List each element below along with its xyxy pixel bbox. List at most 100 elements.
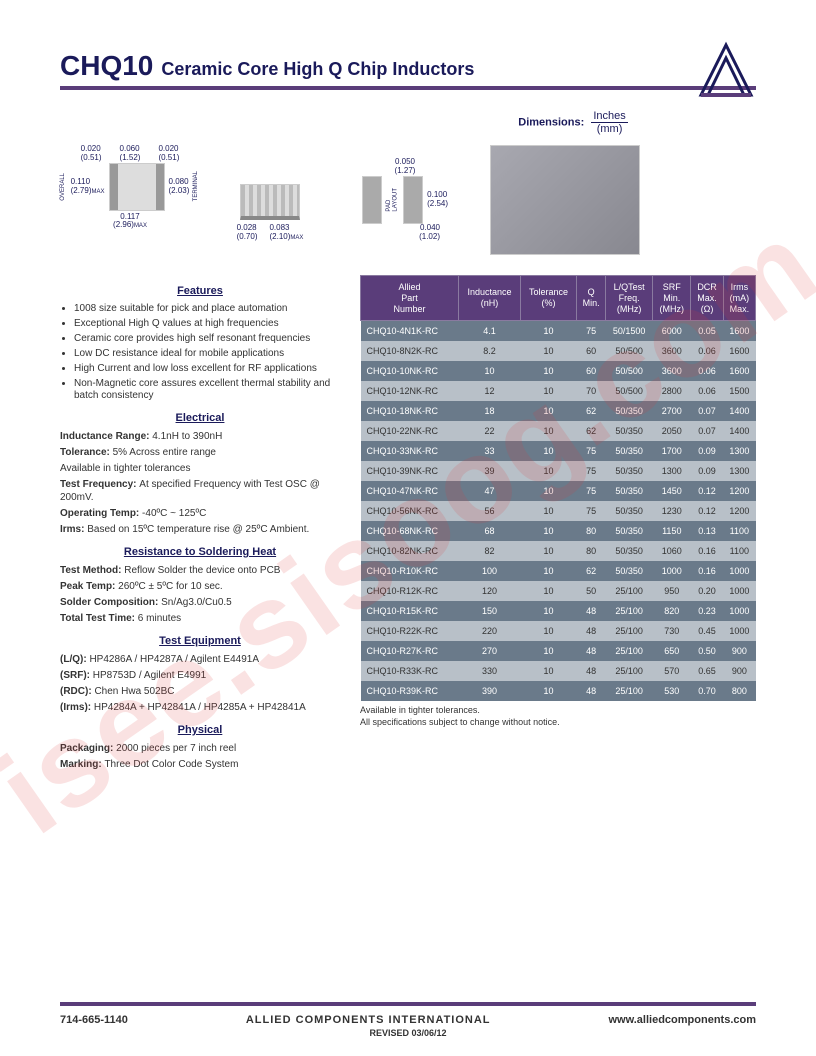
- table-cell: 75: [577, 461, 606, 481]
- table-cell: 0.45: [691, 621, 723, 641]
- table-cell: 50/500: [606, 361, 653, 381]
- soldering-title: Resistance to Soldering Heat: [60, 546, 340, 558]
- table-cell: 330: [458, 661, 520, 681]
- spec-label: Operating Temp:: [60, 508, 142, 519]
- table-row: CHQ10-68NK-RC68108050/35011500.131100: [361, 521, 756, 541]
- spec-value: Reflow Solder the device onto PCB: [124, 565, 280, 576]
- physical-title: Physical: [60, 724, 340, 736]
- dim-label-text: Dimensions:: [518, 116, 584, 128]
- dim-terminal-label: TERMINAL: [193, 171, 200, 201]
- spec-value: Three Dot Color Code System: [104, 759, 238, 770]
- table-cell: 10: [521, 661, 577, 681]
- spec-line: (RDC): Chen Hwa 502BC: [60, 685, 340, 698]
- footer-phone: 714-665-1140: [60, 1014, 128, 1026]
- table-cell: 10: [521, 641, 577, 661]
- electrical-lines: Inductance Range: 4.1nH to 390nHToleranc…: [60, 430, 340, 536]
- table-cell: CHQ10-R12K-RC: [361, 581, 459, 601]
- table-cell: CHQ10-22NK-RC: [361, 421, 459, 441]
- table-cell: 56: [458, 501, 520, 521]
- table-cell: 0.16: [691, 541, 723, 561]
- table-row: CHQ10-18NK-RC18106250/35027000.071400: [361, 401, 756, 421]
- spec-line: Packaging: 2000 pieces per 7 inch reel: [60, 742, 340, 755]
- table-cell: 1300: [653, 461, 691, 481]
- spec-value: Based on 15ºC temperature rise @ 25ºC Am…: [87, 524, 309, 535]
- table-cell: 0.07: [691, 401, 723, 421]
- spec-value: Chen Hwa 502BC: [94, 686, 174, 697]
- company-logo: [696, 40, 756, 105]
- spec-line: Marking: Three Dot Color Code System: [60, 758, 340, 771]
- table-row: CHQ10-12NK-RC12107050/50028000.061500: [361, 381, 756, 401]
- table-cell: 530: [653, 681, 691, 701]
- spec-label: (RDC):: [60, 686, 94, 697]
- feature-item: Ceramic core provides high self resonant…: [74, 333, 340, 345]
- pad-row: PAD LAYOUT 0.100 (2.54): [340, 176, 470, 224]
- table-cell: 48: [577, 681, 606, 701]
- dim-row-top: 0.020 (0.51) 0.060 (1.52) 0.020 (0.51): [60, 145, 200, 163]
- table-row: CHQ10-R12K-RC120105025/1009500.201000: [361, 581, 756, 601]
- table-cell: 75: [577, 501, 606, 521]
- table-cell: CHQ10-39NK-RC: [361, 461, 459, 481]
- table-cell: 10: [521, 681, 577, 701]
- table-cell: 0.07: [691, 421, 723, 441]
- table-cell: 1700: [653, 441, 691, 461]
- feature-item: 1008 size suitable for pick and place au…: [74, 303, 340, 315]
- dim-d3: 0.020 (0.51): [158, 145, 179, 163]
- dim-d11: 0.040 (1.02): [340, 224, 440, 242]
- table-row: CHQ10-4N1K-RC4.1107550/150060000.051600: [361, 321, 756, 342]
- page-content: CHQ10 Ceramic Core High Q Chip Inductors…: [0, 0, 816, 804]
- table-row: CHQ10-56NK-RC56107550/35012300.121200: [361, 501, 756, 521]
- spec-line: (Irms): HP4284A + HP42841A / HP4285A + H…: [60, 701, 340, 714]
- feature-item: High Current and low loss excellent for …: [74, 363, 340, 375]
- spec-value: 5% Across entire range: [113, 447, 216, 458]
- features-title: Features: [60, 285, 340, 297]
- table-cell: 25/100: [606, 581, 653, 601]
- table-cell: CHQ10-R15K-RC: [361, 601, 459, 621]
- dim-units: Inches (mm): [591, 110, 627, 135]
- table-cell: 0.23: [691, 601, 723, 621]
- dim-d5: 0.080 (2.03): [169, 178, 190, 196]
- spec-label: (L/Q):: [60, 654, 89, 665]
- spec-value: HP4286A / HP4287A / Agilent E4491A: [89, 654, 259, 665]
- table-header-cell: L/QTest Freq. (MHz): [606, 276, 653, 321]
- table-cell: 10: [521, 501, 577, 521]
- table-cell: 10: [521, 521, 577, 541]
- spec-label: (Irms):: [60, 702, 94, 713]
- table-cell: 1600: [723, 341, 755, 361]
- table-header-cell: DCR Max. (Ω): [691, 276, 723, 321]
- table-cell: 10: [521, 441, 577, 461]
- table-cell: 60: [577, 341, 606, 361]
- table-cell: CHQ10-8N2K-RC: [361, 341, 459, 361]
- table-cell: 570: [653, 661, 691, 681]
- component-side: [240, 184, 300, 220]
- table-cell: 1400: [723, 401, 755, 421]
- table-cell: 1450: [653, 481, 691, 501]
- spec-label: Test Frequency:: [60, 479, 139, 490]
- table-cell: 50/350: [606, 481, 653, 501]
- table-row: CHQ10-R33K-RC330104825/1005700.65900: [361, 661, 756, 681]
- table-cell: 50/350: [606, 521, 653, 541]
- table-cell: 18: [458, 401, 520, 421]
- spec-line: Total Test Time: 6 minutes: [60, 612, 340, 625]
- table-cell: 650: [653, 641, 691, 661]
- table-cell: 25/100: [606, 601, 653, 621]
- dim-d6: 0.117 (2.96)MAX: [60, 213, 200, 231]
- table-cell: CHQ10-4N1K-RC: [361, 321, 459, 342]
- table-cell: 3600: [653, 341, 691, 361]
- testequip-lines: (L/Q): HP4286A / HP4287A / Agilent E4491…: [60, 653, 340, 714]
- footer-revised: REVISED 03/06/12: [60, 1028, 756, 1038]
- table-cell: 33: [458, 441, 520, 461]
- electrical-title: Electrical: [60, 412, 340, 424]
- table-cell: 25/100: [606, 621, 653, 641]
- table-row: CHQ10-8N2K-RC8.2106050/50036000.061600: [361, 341, 756, 361]
- diagrams-row: 0.020 (0.51) 0.060 (1.52) 0.020 (0.51) O…: [60, 145, 756, 255]
- spec-value: 6 minutes: [138, 613, 181, 624]
- pad-left: [362, 176, 382, 224]
- table-cell: 0.16: [691, 561, 723, 581]
- table-cell: 1400: [723, 421, 755, 441]
- table-header-cell: Q Min.: [577, 276, 606, 321]
- table-cell: 82: [458, 541, 520, 561]
- table-cell: 75: [577, 321, 606, 342]
- spec-value: HP4284A + HP42841A / HP4285A + HP42841A: [94, 702, 306, 713]
- spec-label: Peak Temp:: [60, 581, 118, 592]
- footer-company: ALLIED COMPONENTS INTERNATIONAL: [128, 1014, 609, 1026]
